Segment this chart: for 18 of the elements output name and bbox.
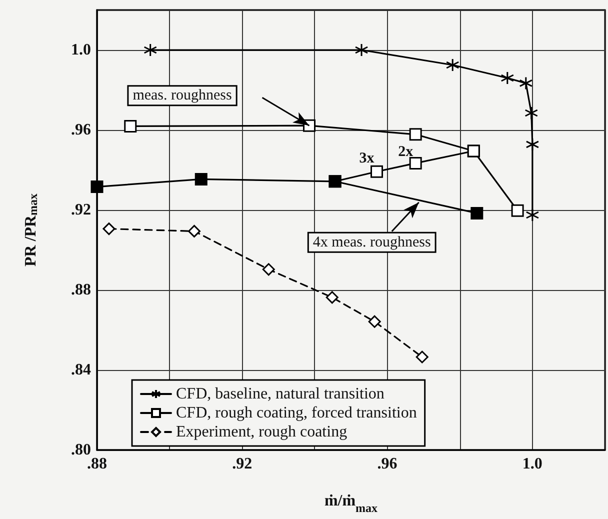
annotation: meas. roughness [132,88,232,104]
x-tick-label: .96 [377,456,398,472]
legend-label: CFD, rough coating, forced transition [176,404,417,422]
annotation: 3x [359,150,375,167]
y-tick-label: .84 [71,362,91,378]
annotation: 4x meas. roughness [312,234,431,250]
y-tick-label: .80 [71,442,91,458]
y-tick-label: .88 [71,282,91,298]
y-axis-title: PR /PRmax [22,193,40,267]
y-tick-label: .92 [71,202,91,218]
legend-label: CFD, baseline, natural transition [176,386,384,402]
y-tick-label: 1.0 [71,42,91,58]
x-tick-label: 1.0 [522,456,542,472]
y-tick-label: .96 [71,122,91,138]
x-tick-label: .92 [232,456,252,472]
legend-label: Experiment, rough coating [176,424,348,440]
annotation: 2x [398,144,414,160]
x-tick-label: .88 [87,456,107,472]
